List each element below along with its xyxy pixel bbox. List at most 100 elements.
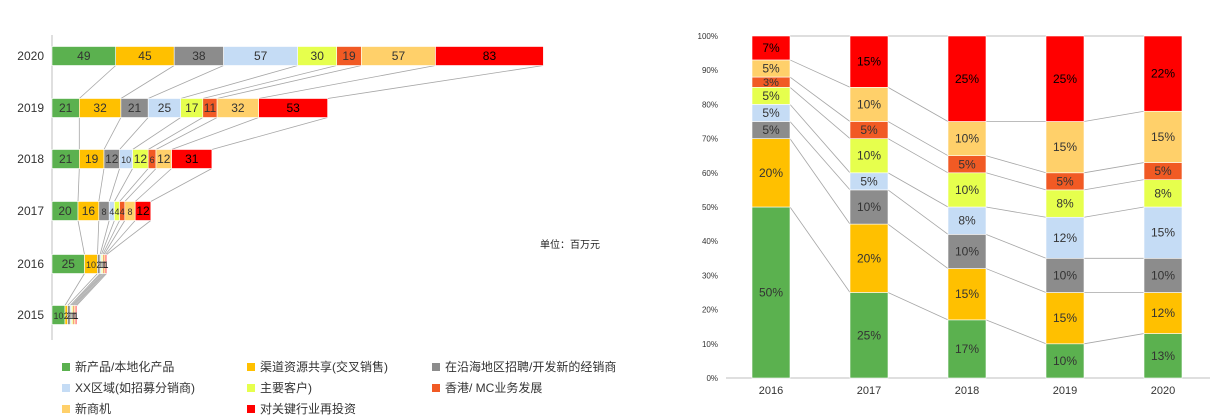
connector-line xyxy=(887,138,949,174)
data-label: 1 xyxy=(101,260,106,270)
data-label: 2 xyxy=(64,311,69,321)
connector-line xyxy=(171,117,259,150)
data-label: 83 xyxy=(483,49,497,63)
connector-line xyxy=(101,220,115,255)
connector-line xyxy=(327,65,544,99)
connector-line xyxy=(67,273,98,306)
data-label: 50% xyxy=(759,286,783,300)
bar-segment xyxy=(171,149,213,169)
y-tick-label: 2017 xyxy=(17,204,44,218)
data-label: 11 xyxy=(204,101,217,115)
connector-line xyxy=(71,273,102,306)
unit-label: 单位：百万元 xyxy=(540,240,600,251)
connector-line xyxy=(114,168,133,202)
data-label: 12% xyxy=(1053,231,1077,245)
data-label: 10% xyxy=(857,97,881,111)
y-tick-label: 20% xyxy=(702,306,718,315)
legend-item: 主要客户) xyxy=(247,379,312,396)
column-segment xyxy=(1045,35,1085,122)
connector-line xyxy=(985,319,1047,345)
data-label: 57 xyxy=(254,49,268,63)
connector-line xyxy=(1083,206,1145,218)
data-label: 5% xyxy=(1056,174,1074,188)
legend-label: 主要客户) xyxy=(260,381,312,395)
y-tick-label: 90% xyxy=(702,66,718,75)
data-label: 10% xyxy=(857,200,881,214)
connector-line xyxy=(1083,333,1145,345)
column-segment xyxy=(947,172,987,208)
data-label: 1 xyxy=(68,311,73,321)
data-label: 1 xyxy=(103,260,108,270)
legend-swatch xyxy=(432,383,440,392)
y-tick-label: 2016 xyxy=(17,257,44,271)
connector-line xyxy=(789,76,851,122)
data-label: 10 xyxy=(86,260,96,270)
column-segment xyxy=(1143,257,1183,293)
data-label: 25% xyxy=(1053,72,1077,86)
connector-line xyxy=(103,117,122,150)
connector-line xyxy=(77,168,80,202)
legend-item: 香港/ MC业务发展 xyxy=(432,379,542,396)
data-label: 15% xyxy=(1151,226,1175,240)
column-segment xyxy=(849,35,889,88)
connector-line xyxy=(103,220,126,255)
data-label: 16 xyxy=(82,204,96,218)
bar-segment xyxy=(258,98,328,118)
data-label: 10% xyxy=(1151,268,1175,282)
y-tick-label: 70% xyxy=(702,135,718,144)
connector-line xyxy=(97,220,100,255)
legend-swatch xyxy=(247,404,255,413)
legend-item: 新商机 xyxy=(62,400,111,417)
data-label: 4 xyxy=(114,207,119,217)
connector-line xyxy=(789,104,851,174)
data-label: 15% xyxy=(857,55,881,69)
connector-line xyxy=(99,220,110,255)
column-segment xyxy=(849,87,889,122)
data-label: 53 xyxy=(286,101,300,115)
column-segment xyxy=(1045,343,1085,379)
data-label: 15% xyxy=(1151,130,1175,144)
connector-line xyxy=(147,117,204,150)
legend-label: XX区域(如招募分销商) xyxy=(75,381,196,395)
connector-line xyxy=(887,86,949,122)
legend-label: 渠道资源共享(交叉销售) xyxy=(260,360,388,374)
data-label: 4 xyxy=(109,207,114,217)
connector-line xyxy=(887,172,949,208)
connector-line xyxy=(104,220,136,255)
data-label: 45 xyxy=(138,49,152,63)
data-label: 25% xyxy=(857,328,881,342)
connector-line xyxy=(985,155,1047,174)
column-segment xyxy=(849,292,889,379)
x-tick-label: 2018 xyxy=(955,385,979,397)
connector-line xyxy=(985,206,1047,218)
data-label: 19 xyxy=(85,152,99,166)
legend-swatch xyxy=(247,362,255,371)
connector-line xyxy=(202,65,337,99)
data-label: 10% xyxy=(955,244,979,258)
connector-line xyxy=(72,273,103,306)
data-label: 7% xyxy=(762,41,780,55)
x-tick-label: 2020 xyxy=(1151,385,1175,397)
column-segment xyxy=(849,138,889,174)
data-label: 10% xyxy=(857,149,881,163)
connector-line xyxy=(1083,162,1145,174)
data-label: 49 xyxy=(77,49,91,63)
data-label: 13% xyxy=(1151,349,1175,363)
data-label: 12 xyxy=(105,152,119,166)
data-label: 1 xyxy=(74,311,79,321)
data-label: 57 xyxy=(392,49,406,63)
data-label: 8 xyxy=(127,207,132,217)
data-label: 5% xyxy=(762,89,780,103)
column-segment xyxy=(1045,216,1085,259)
y-tick-label: 10% xyxy=(702,340,718,349)
data-label: 10% xyxy=(955,183,979,197)
data-label: 1 xyxy=(102,260,107,270)
legend-label: 对关键行业再投资 xyxy=(260,402,357,416)
data-label: 5% xyxy=(1154,164,1172,178)
connector-line xyxy=(79,65,116,99)
connector-line xyxy=(150,168,213,202)
data-label: 5% xyxy=(860,123,878,137)
data-label: 17% xyxy=(955,342,979,356)
data-label: 19 xyxy=(342,49,356,63)
connector-line xyxy=(102,220,120,255)
